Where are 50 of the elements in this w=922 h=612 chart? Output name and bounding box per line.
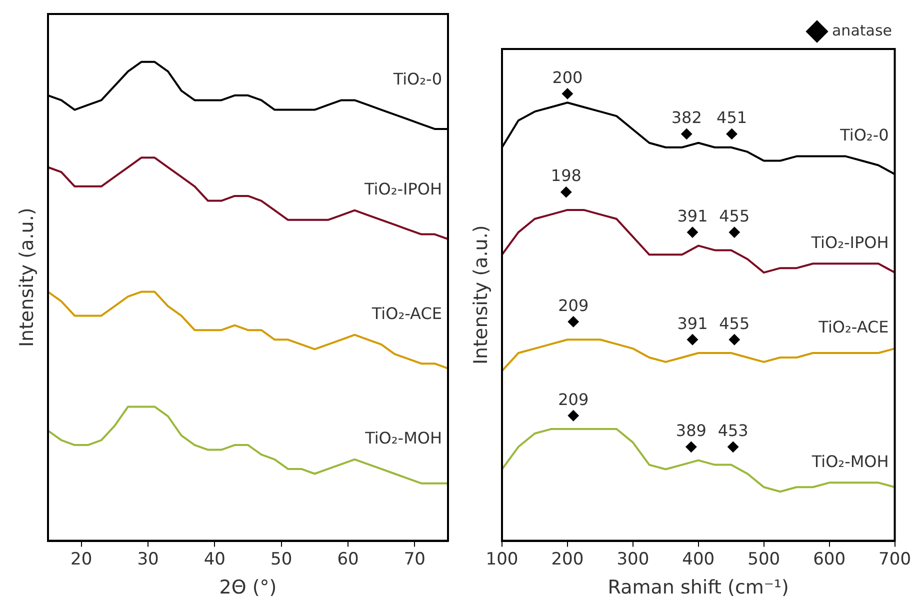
series-label: TiO₂-MOH [364,428,442,448]
point [728,226,740,238]
point [568,410,579,422]
annotation: 451 [716,108,748,128]
point [686,441,697,452]
point [560,186,572,198]
series-label: TiO₂-0 [392,69,442,88]
point [728,441,739,452]
series-label: TiO₂-ACE [370,304,442,324]
annotation: 200 [552,68,583,87]
x-tick-label: 500 [748,549,780,570]
point [681,128,692,140]
x-tick-label: 100 [486,549,518,570]
point [686,334,698,346]
annotation: 455 [719,206,750,226]
point [562,88,573,100]
annotation: 209 [558,296,589,315]
annotation: 455 [719,314,750,333]
x-tick-label: 200 [551,549,584,570]
annotation: 391 [677,206,708,226]
x-axis-title: 2Θ (°) [219,576,277,599]
x-tick-label: 40 [204,549,226,570]
point [686,226,698,238]
series-label: TiO₂-IPOH [364,180,442,199]
x-axis-title: Raman shift (cm⁻¹) [608,576,789,599]
series-label: TiO₂-MOH [810,452,889,471]
x-tick-label: 50 [270,549,292,570]
y-axis-title: Intensity (a.u.) [16,208,38,348]
x-tick-label: 400 [682,549,715,570]
x-tick-label: 70 [404,549,426,570]
series-label: TiO₂-IPOH [810,232,889,252]
x-tick-label: 30 [137,549,159,570]
x-tick-label: 20 [70,549,92,570]
annotation: 209 [558,390,589,409]
point [568,316,579,328]
series-label: TiO₂-0 [839,125,889,144]
x-tick-label: 300 [616,549,650,570]
x-tick-label: 600 [813,549,846,570]
annotation: 389 [676,421,706,440]
point [728,334,740,346]
annotation: 391 [677,314,708,333]
annotation: 382 [671,108,702,128]
y-axis-title: Intensity (a.u.) [470,225,492,365]
annotation: 198 [550,166,582,186]
annotation: 453 [718,421,748,440]
x-tick-label: 60 [337,549,359,570]
point [726,128,738,140]
x-tick-label: 700 [878,549,912,570]
series-label: TiO₂-ACE [818,318,889,337]
legend-label: anatase [832,21,892,40]
